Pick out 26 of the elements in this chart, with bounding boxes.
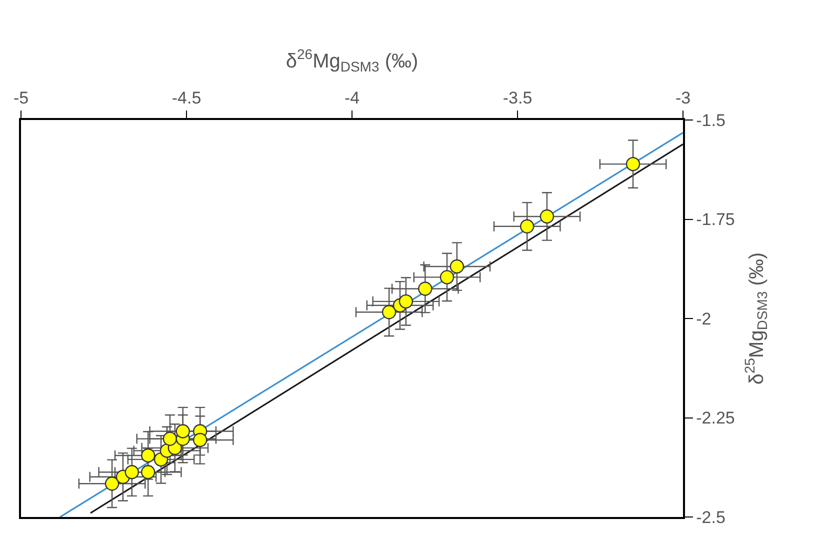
point [398,294,414,309]
point [520,219,534,234]
x-tick-label: -4 [344,88,360,108]
point [176,424,190,438]
x-tick-label: -5 [13,88,29,108]
point [626,156,640,172]
point [162,432,178,446]
point [450,259,464,274]
y-tick-label: -2.25 [696,408,735,428]
x-tick-label: -4.5 [172,88,202,108]
y-tick-label: -1.75 [696,210,735,230]
point [418,282,432,296]
point [141,465,156,480]
x-tick-label: -3 [675,88,691,108]
x-tick-label: -3.5 [502,88,532,108]
point [192,432,208,448]
point [382,305,396,320]
y-tick-label: -2 [696,309,712,328]
y-tick-label: -1.5 [696,110,726,130]
point [540,209,554,224]
x-axis-title: δ$^{26}$Mg$_{DSM3}$ (‰) [286,46,418,75]
point [141,448,156,463]
y-tick-label: -2.5 [696,508,726,527]
point [124,465,139,480]
point [440,270,454,284]
point [104,476,120,491]
